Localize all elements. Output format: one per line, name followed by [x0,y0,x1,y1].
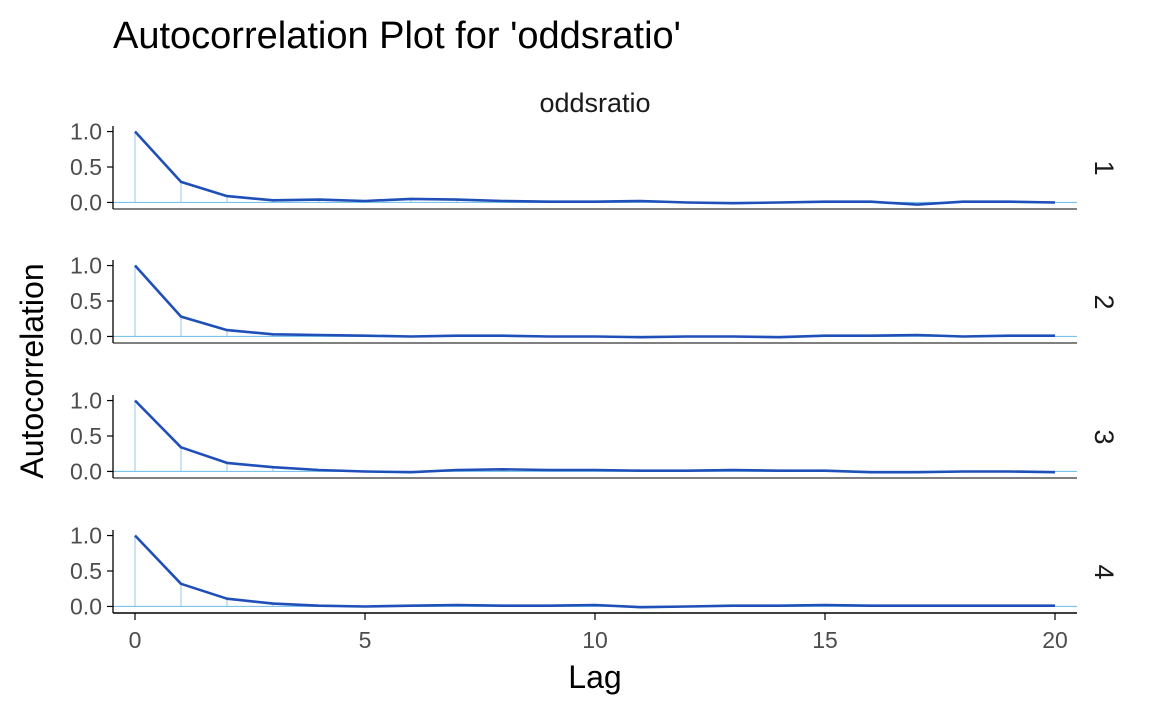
facet-panel-2: 0.0 0.5 1.0 2 [70,253,1119,350]
y-tick-label: 1.0 [70,388,102,414]
y-tick-label: 0.0 [70,593,102,619]
x-tick-label: 5 [359,627,372,653]
acf-line-series-3 [134,399,1056,474]
x-tick-label: 0 [129,627,142,653]
facet-strip-label: oddsratio [539,88,650,118]
y-tick-label: 1.0 [70,253,102,279]
x-axis-title: Lag [568,659,621,695]
facet-strip-label-chain-1: 1 [1089,160,1119,175]
acf-line-series-2 [134,264,1055,339]
facet-panel-1: 0.0 0.5 1.0 1 [70,119,1119,216]
facet-strip-label-chain-2: 2 [1089,294,1119,309]
x-tick-label: 15 [812,627,838,653]
facet-panel-3: 0.0 0.5 1.0 3 [70,388,1119,485]
facet-strip-label-chain-4: 4 [1089,564,1119,579]
y-tick-label: 0.5 [70,558,102,584]
facet-panels: 0.0 0.5 1.0 1 0.0 0.5 1.0 2 0.0 0.5 1.0 3 0.0 0.5 1.0 4 [70,119,1119,620]
chart-title: Autocorrelation Plot for 'oddsratio' [113,15,681,57]
y-tick-label: 0.0 [70,189,102,215]
y-tick-label: 0.5 [70,154,102,180]
y-tick-label: 1.0 [70,119,102,145]
y-tick-label: 0.5 [70,288,102,314]
y-axis-title: Autocorrelation [14,263,50,478]
x-tick-label: 10 [582,627,608,653]
y-tick-label: 0.5 [70,423,102,449]
facet-strip-label-chain-3: 3 [1089,429,1119,444]
y-tick-label: 1.0 [70,523,102,549]
x-axis: 0 5 10 15 20 [129,613,1068,653]
facet-panel-4: 0.0 0.5 1.0 4 [70,523,1119,620]
acf-line-series-1 [134,130,1056,206]
x-tick-label: 20 [1042,627,1068,653]
y-tick-label: 0.0 [70,323,102,349]
acf-line-series-4 [134,534,1055,609]
y-tick-label: 0.0 [70,458,102,484]
